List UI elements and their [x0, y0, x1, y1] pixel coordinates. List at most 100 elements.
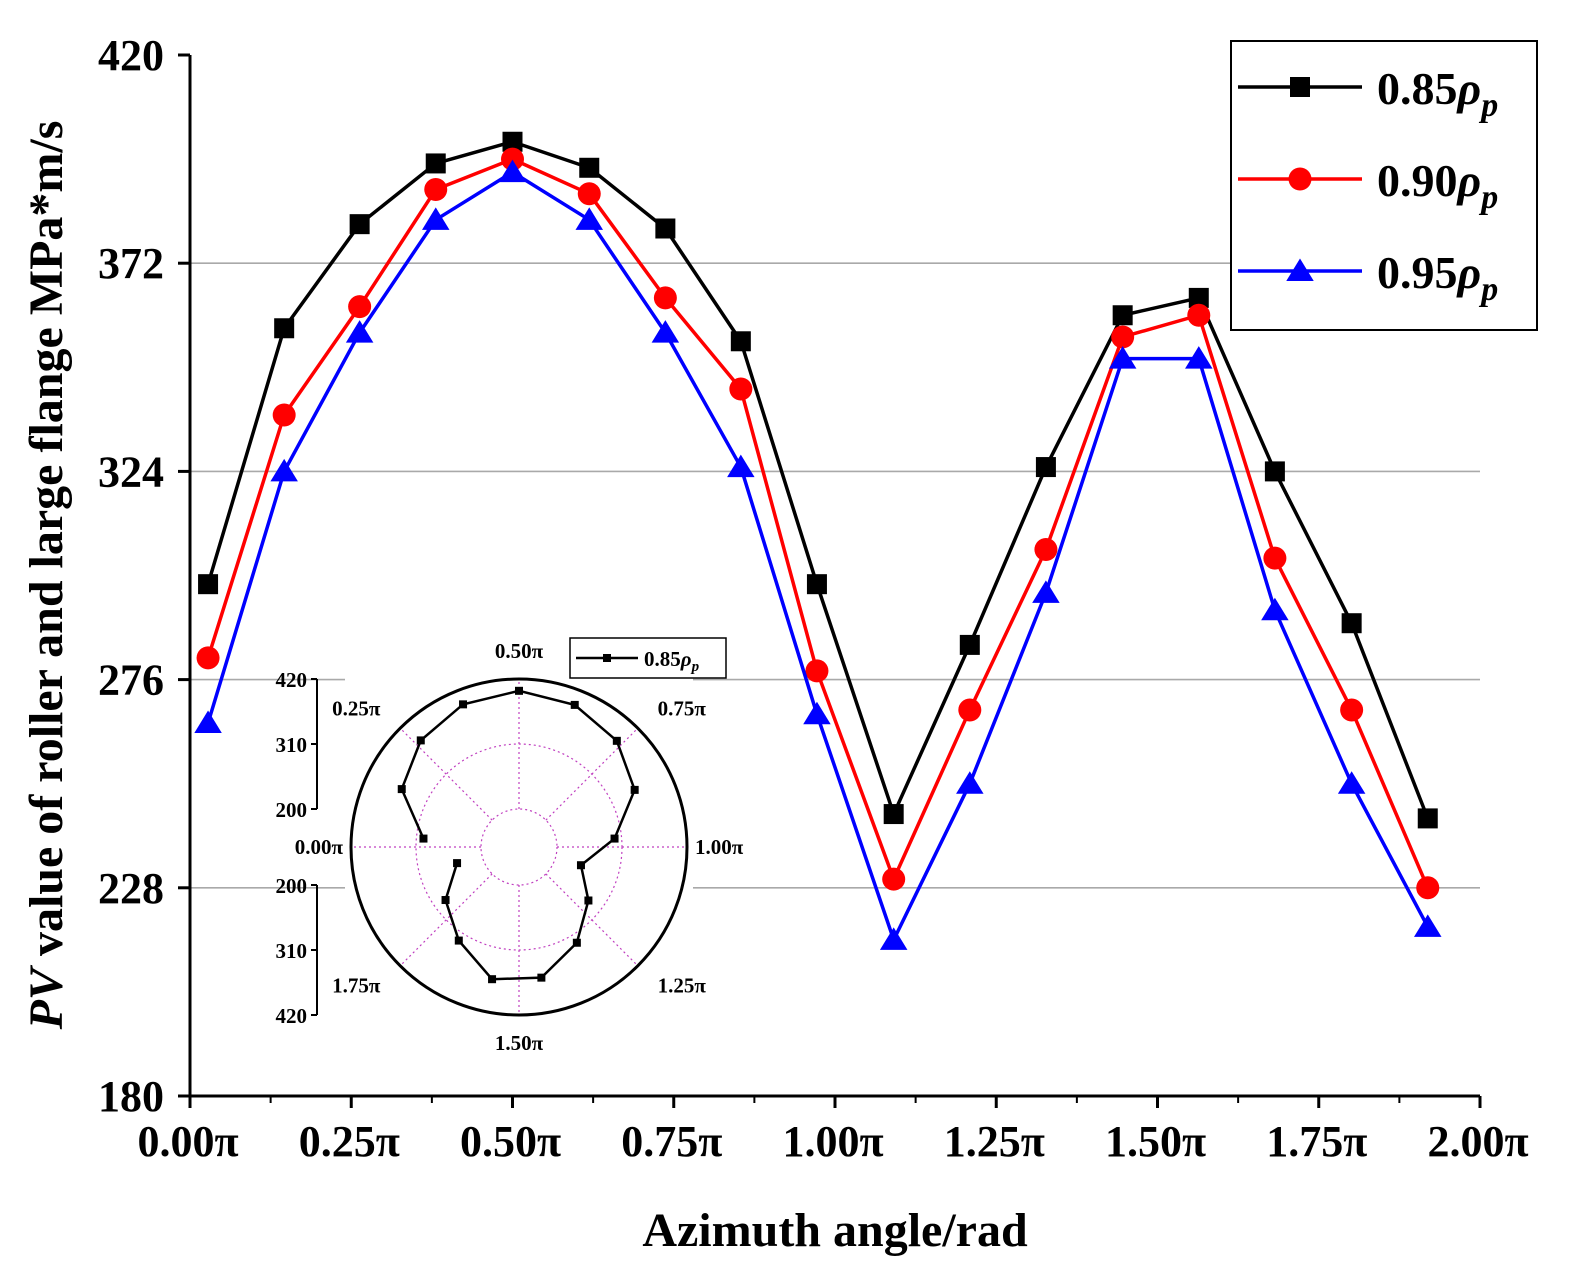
data-point-0.95: [727, 454, 755, 478]
data-point-0.90: [501, 147, 524, 171]
polar-data-point: [612, 736, 621, 745]
data-point-0.95: [345, 320, 374, 343]
polar-data-point: [610, 834, 619, 843]
polar-legend-label: 0.85ρp: [644, 647, 700, 675]
x-tick-label: 0.75π: [621, 1117, 722, 1166]
data-point-0.95: [1414, 914, 1442, 937]
polar-theta-label: 1.00π: [695, 835, 744, 859]
polar-theta-label: 0.75π: [658, 696, 707, 720]
polar-theta-label: 1.50π: [495, 1031, 544, 1055]
polar-legend-symbol: ρ: [680, 647, 692, 671]
x-axis-title: Azimuth angle/rad: [642, 1204, 1028, 1257]
polar-grid-spoke: [399, 727, 493, 821]
polar-data-point: [515, 686, 523, 695]
legend-label-symbol: ρ: [1456, 155, 1482, 206]
data-point-0.90: [272, 403, 296, 427]
data-point-0.95: [1261, 597, 1289, 621]
polar-data-point: [419, 834, 428, 843]
legend-label-main: 0.95: [1377, 247, 1458, 298]
data-point-0.90: [1034, 537, 1058, 561]
data-point-0.95: [803, 701, 831, 725]
polar-data-point: [454, 936, 463, 945]
polar-inset: 1.50π 1.25π 1.00π 0.75π 0.50π 0.25π 0.00π 1.75π…: [276, 637, 744, 1055]
polar-grid-spoke: [545, 873, 639, 967]
data-point-0.95: [575, 207, 604, 230]
polar-r-tick-label: 310: [276, 939, 308, 963]
data-point-0.90: [577, 182, 601, 206]
polar-data-point: [630, 785, 639, 794]
polar-r-tick-label: 310: [276, 733, 308, 757]
data-point-0.90: [653, 286, 677, 310]
polar-data-point: [572, 938, 581, 947]
legend-label-main: 0.85: [1377, 63, 1458, 114]
y-axis-title-rest: value of roller and large flange MPa*m/s: [20, 121, 73, 968]
data-point-0.85: [1112, 305, 1133, 326]
data-point-0.90: [1111, 325, 1135, 349]
data-point-0.85: [1188, 287, 1209, 308]
data-point-0.85: [655, 218, 676, 239]
legend-label-subscript: p: [1478, 179, 1498, 216]
series-0.95: [194, 159, 1442, 950]
y-tick-label: 180: [98, 1072, 164, 1121]
data-point-0.85: [198, 574, 219, 595]
data-point-0.90: [805, 659, 829, 683]
data-point-0.95: [1032, 580, 1060, 603]
y-tick-label: 420: [98, 31, 164, 80]
data-point-0.95: [879, 927, 908, 950]
polar-data-point: [576, 861, 585, 870]
data-point-0.90: [1263, 546, 1287, 570]
polar-r-tick-label: 420: [276, 668, 308, 692]
polar-theta-label: 0.00π: [295, 835, 344, 859]
data-point-0.90: [1416, 876, 1440, 900]
data-point-0.90: [1187, 303, 1211, 327]
data-point-0.95: [498, 159, 527, 183]
legend-marker-0.90: [1288, 167, 1312, 191]
legend-label-0.95: 0.95ρp: [1377, 247, 1498, 308]
polar-data-point: [584, 896, 593, 905]
polar-data-point: [459, 700, 468, 709]
data-point-0.85: [806, 574, 827, 595]
legend-label-symbol: ρ: [1456, 247, 1482, 298]
x-tick-label: 2.00π: [1427, 1117, 1528, 1166]
polar-r-tick-label: 420: [276, 1004, 308, 1028]
data-point-0.85: [1341, 613, 1362, 634]
legend-label-main: 0.90: [1377, 155, 1458, 206]
y-axis-title-italic: PV: [20, 964, 73, 1030]
legend-marker-0.95: [1286, 258, 1314, 281]
data-point-0.95: [270, 458, 298, 482]
inset-background: [345, 673, 693, 1021]
legend-label-0.85: 0.85ρp: [1377, 63, 1498, 124]
data-point-0.90: [882, 867, 906, 891]
series-layer: [194, 131, 1442, 950]
data-point-0.90: [424, 177, 448, 201]
data-point-0.85: [1417, 808, 1438, 829]
axis-titles: Azimuth angle/rad PV value of roller and …: [20, 121, 1028, 1257]
data-point-0.95: [1185, 346, 1213, 369]
polar-legend-main: 0.85: [644, 647, 681, 671]
polar-theta-label: 1.75π: [332, 974, 381, 998]
legend-label-0.90: 0.90ρp: [1377, 155, 1498, 216]
data-point-0.85: [959, 634, 980, 655]
data-point-0.85: [502, 131, 523, 152]
data-point-0.90: [958, 698, 982, 722]
polar-data-point: [488, 975, 497, 984]
y-tick-label: 276: [98, 656, 164, 705]
y-axis-title: PV value of roller and large flange MPa*…: [20, 121, 73, 1031]
legend-label-subscript: p: [1478, 87, 1498, 124]
data-point-0.85: [1264, 461, 1285, 482]
polar-r-tick-label: 200: [276, 874, 308, 898]
x-tick-label: 0.50π: [460, 1117, 561, 1166]
data-point-0.90: [1340, 698, 1364, 722]
polar-theta-label: 0.50π: [495, 639, 544, 663]
series-0.85: [198, 131, 1438, 829]
x-tick-label: 1.75π: [1266, 1117, 1367, 1166]
legend-label-symbol: ρ: [1456, 63, 1482, 114]
data-point-0.85: [1035, 457, 1056, 478]
y-tick-label: 372: [98, 239, 164, 288]
data-point-0.90: [196, 646, 220, 670]
polar-data-point: [570, 700, 579, 709]
data-point-0.85: [579, 157, 600, 178]
polar-grid-spoke: [399, 873, 493, 967]
